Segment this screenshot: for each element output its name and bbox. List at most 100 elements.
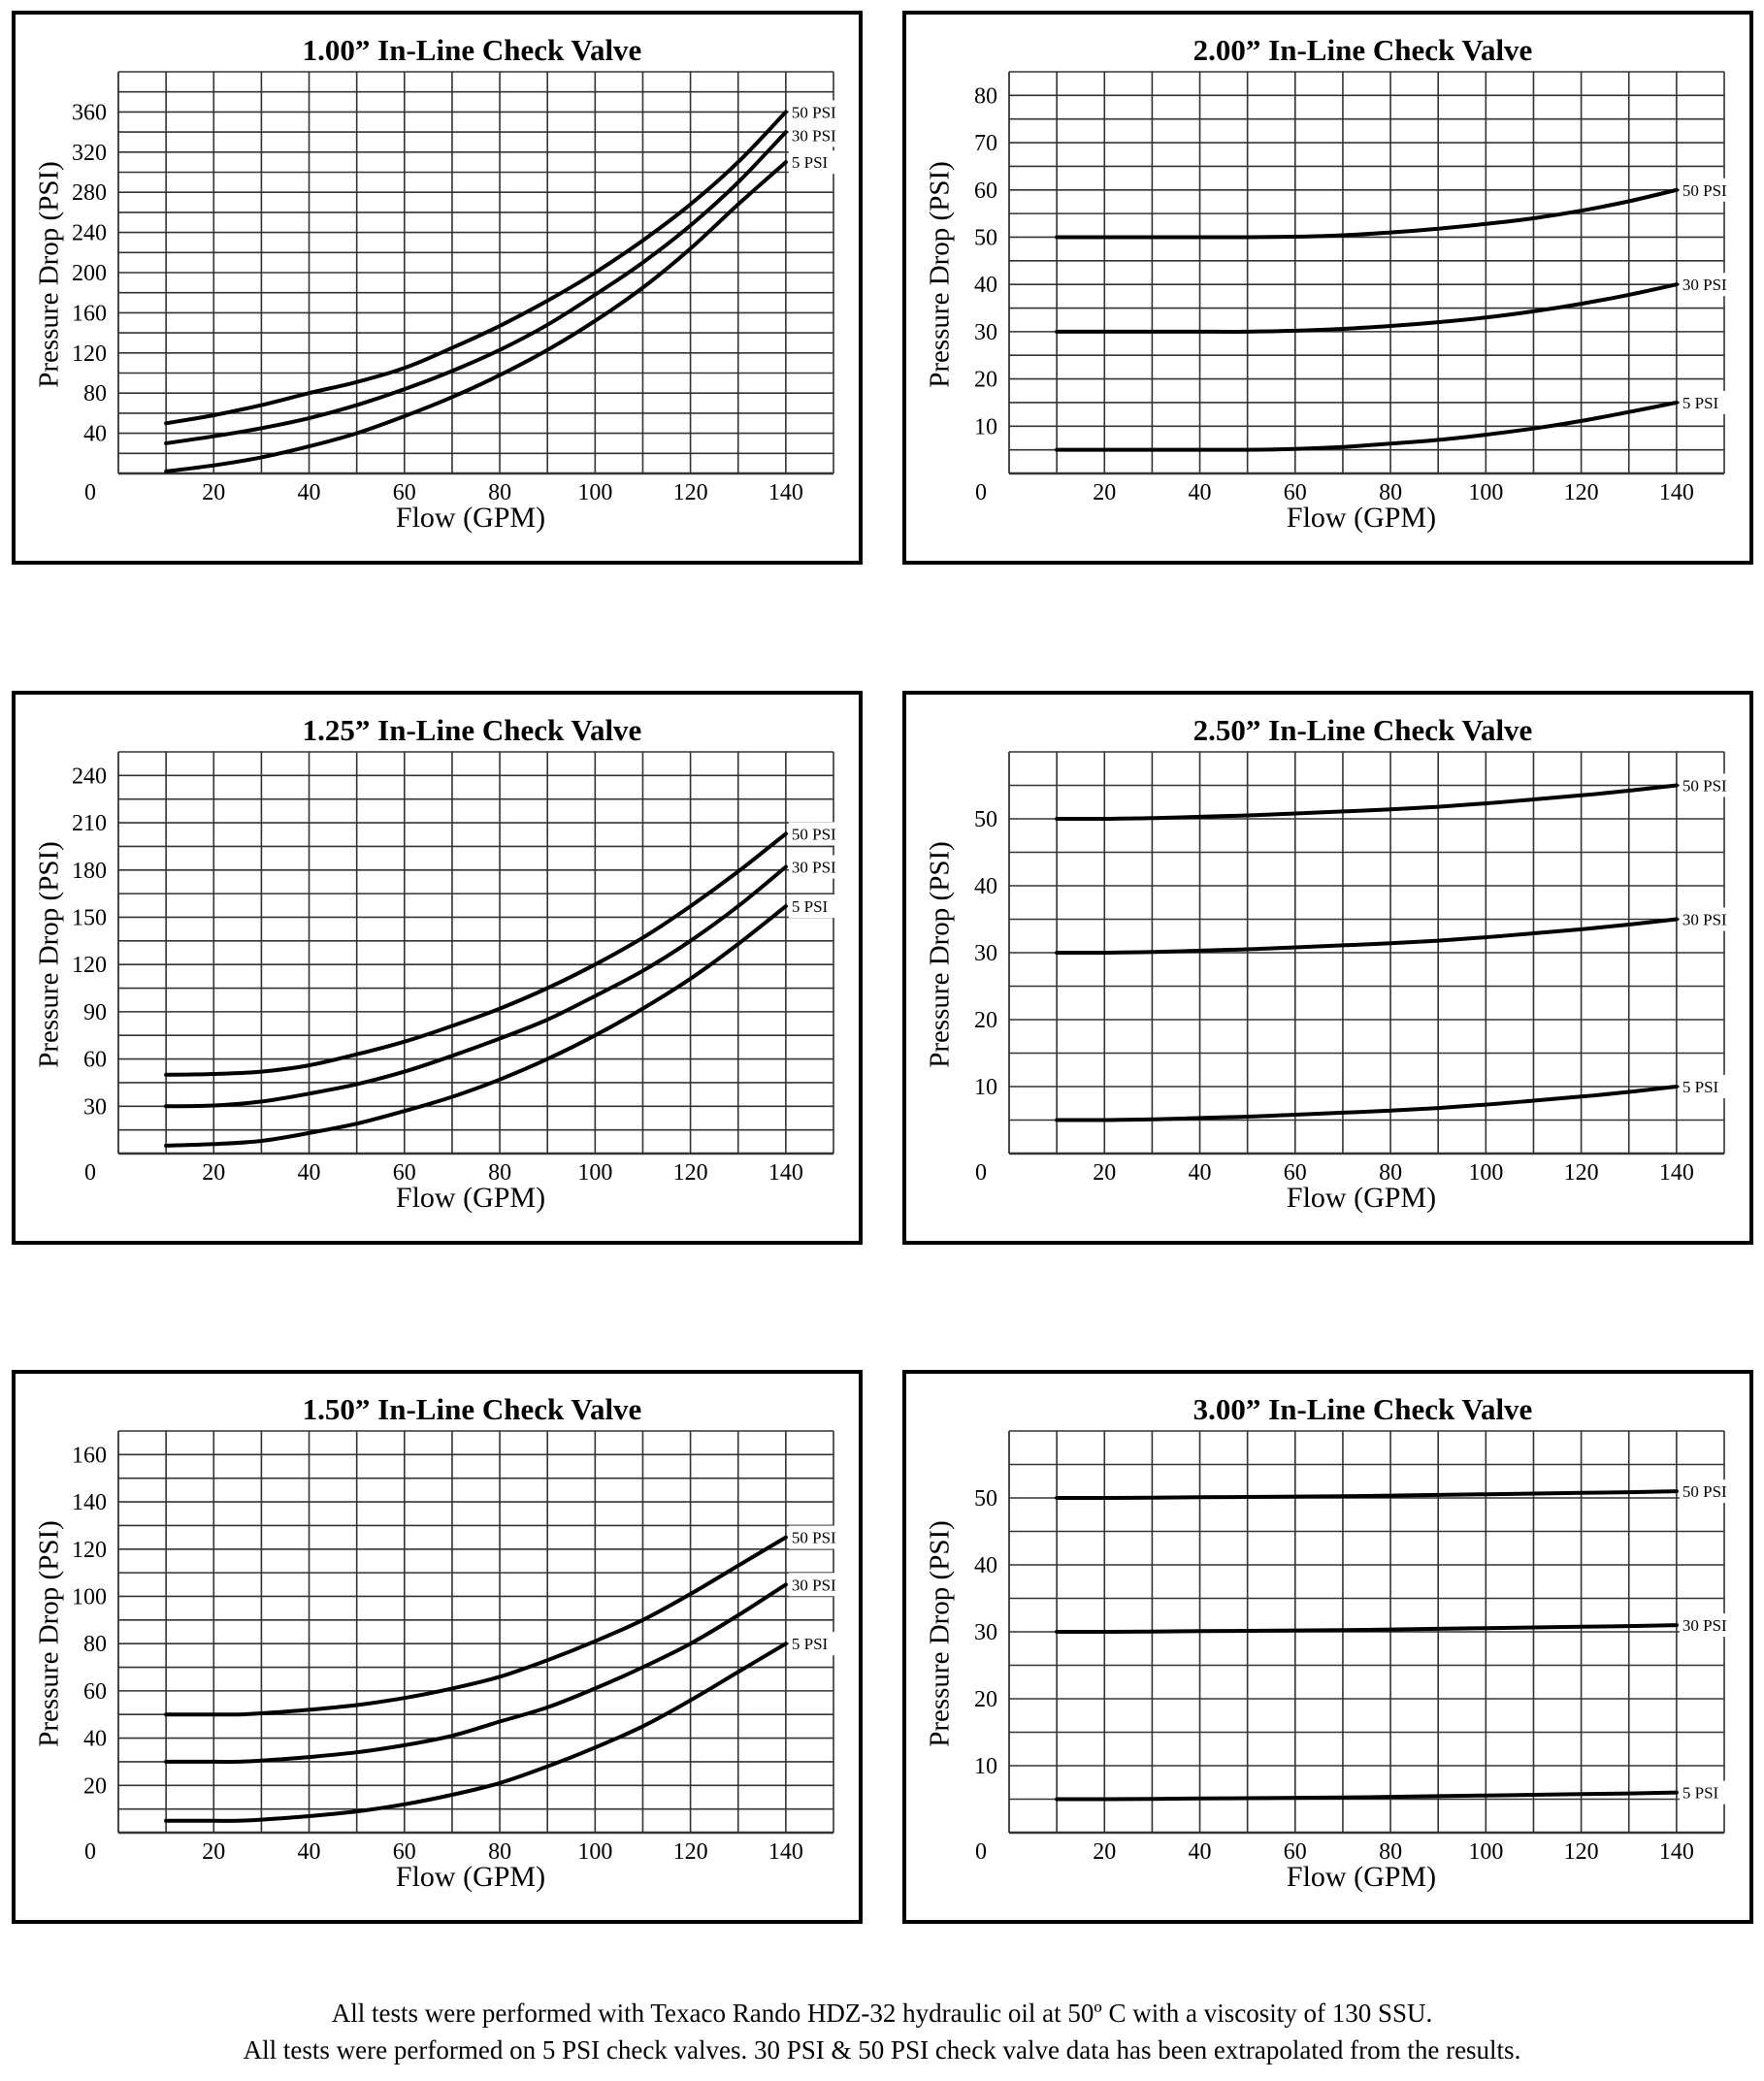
chart-panel: 1.00” In-Line Check Valve Pressure Drop (…	[12, 11, 863, 565]
grid	[118, 751, 834, 1154]
x-tick-label: 120	[673, 1839, 708, 1865]
x-tick-label: 100	[577, 1839, 612, 1865]
x-axis-title: Flow (GPM)	[1287, 1182, 1436, 1214]
x-axis-title: Flow (GPM)	[396, 502, 545, 534]
y-axis-title: Pressure Drop (PSI)	[925, 841, 956, 1068]
panel-frame	[902, 1370, 1753, 1924]
y-tick-label: 240	[72, 764, 107, 789]
y-tick-label: 140	[72, 1490, 107, 1515]
y-tick-label: 120	[72, 341, 107, 367]
series-label: 5 PSI	[792, 153, 829, 172]
chart-panel: 2.00” In-Line Check Valve Pressure Drop (…	[902, 11, 1753, 565]
series-line-30-psi	[164, 130, 788, 445]
series-line-50-psi	[164, 110, 788, 426]
series-label-backing	[788, 150, 847, 175]
x-tick-label: 120	[1564, 480, 1599, 505]
y-tick-label: 10	[974, 1754, 997, 1779]
x-axis-title: Flow (GPM)	[1287, 1861, 1436, 1893]
y-tick-label: 20	[974, 1687, 997, 1712]
x-tick-label: 20	[1093, 1839, 1116, 1865]
x-tick-label: 40	[298, 1839, 321, 1865]
chart-panel: 3.00” In-Line Check Valve Pressure Drop (…	[902, 1370, 1753, 1924]
series-label-backing	[1679, 1075, 1738, 1098]
x-axis-title: Flow (GPM)	[1287, 502, 1436, 534]
chart-panel: 1.50” In-Line Check Valve Pressure Drop (…	[12, 1370, 863, 1924]
y-tick-label: 80	[83, 1632, 107, 1657]
y-tick-label: 80	[83, 381, 107, 406]
series-label: 50 PSI	[1682, 777, 1727, 796]
x-tick-label: 120	[1564, 1160, 1599, 1186]
series-line-50-psi	[1055, 783, 1679, 822]
y-tick-label: 10	[974, 414, 997, 439]
series-label: 30 PSI	[792, 126, 836, 145]
series-label: 5 PSI	[1682, 1784, 1719, 1803]
x-tick-label: 100	[1468, 1839, 1503, 1865]
y-tick-label: 20	[974, 368, 997, 393]
y-tick-label: 100	[72, 1584, 107, 1610]
x-axis-title: Flow (GPM)	[396, 1861, 545, 1893]
x-tick-label: 40	[298, 480, 321, 505]
series-label-backing	[788, 100, 847, 124]
series-label-backing	[788, 894, 847, 919]
footer-note-extrapolation: All tests were performed on 5 PSI check …	[243, 2035, 1521, 2065]
series-line-30-psi	[164, 864, 788, 1109]
series-label: 5 PSI	[792, 1635, 829, 1653]
x-tick-label: 100	[577, 1160, 612, 1186]
y-tick-label: 40	[974, 273, 997, 298]
y-tick-label: 70	[974, 131, 997, 156]
y-tick-label: 280	[72, 180, 107, 206]
series-line-30-psi	[1055, 1623, 1679, 1635]
series-line-5-psi	[164, 160, 788, 473]
series-label: 30 PSI	[1682, 1616, 1727, 1635]
chart-title: 2.50” In-Line Check Valve	[1193, 713, 1533, 747]
y-tick-label: 320	[72, 141, 107, 166]
series-label-backing	[788, 1573, 847, 1597]
x-tick-label: 0	[84, 480, 96, 505]
x-tick-label: 80	[1379, 1160, 1402, 1186]
y-tick-label: 160	[72, 301, 107, 326]
y-tick-label: 50	[974, 225, 997, 250]
chart-panel: 1.25” In-Line Check Valve Pressure Drop (…	[12, 691, 863, 1245]
series-label-backing	[788, 822, 847, 846]
y-tick-label: 30	[83, 1094, 107, 1120]
y-tick-label: 40	[974, 874, 997, 899]
x-tick-label: 80	[1379, 1839, 1402, 1865]
series-line-30-psi	[1055, 917, 1679, 956]
series-line-50-psi	[1055, 1489, 1679, 1501]
series-label-backing	[788, 1525, 847, 1549]
series-label: 50 PSI	[792, 825, 836, 843]
x-tick-label: 60	[1284, 1160, 1307, 1186]
x-tick-label: 20	[1093, 1160, 1116, 1186]
x-tick-label: 80	[488, 480, 511, 505]
series-label: 50 PSI	[792, 1529, 836, 1547]
x-tick-label: 0	[975, 480, 987, 505]
x-tick-label: 40	[1189, 1160, 1212, 1186]
x-tick-label: 20	[202, 480, 225, 505]
y-tick-label: 60	[83, 1679, 107, 1705]
x-tick-label: 20	[202, 1160, 225, 1186]
x-tick-label: 140	[768, 1839, 803, 1865]
series-label-backing	[1679, 773, 1738, 797]
chart-title: 1.00” In-Line Check Valve	[303, 33, 642, 67]
series-line-5-psi	[164, 904, 788, 1148]
x-tick-label: 0	[975, 1839, 987, 1865]
series-line-5-psi	[1055, 400, 1679, 452]
y-tick-label: 240	[72, 221, 107, 246]
series-label-backing	[1679, 178, 1738, 202]
x-tick-label: 0	[84, 1839, 96, 1865]
x-axis-title: Flow (GPM)	[396, 1182, 545, 1214]
y-tick-label: 90	[83, 1000, 107, 1025]
series-label-backing	[1679, 1613, 1738, 1638]
y-tick-label: 210	[72, 811, 107, 836]
y-tick-label: 360	[72, 100, 107, 125]
series-label: 50 PSI	[792, 103, 836, 121]
panel-frame	[902, 11, 1753, 565]
x-tick-label: 40	[1189, 1839, 1212, 1865]
y-tick-label: 60	[974, 179, 997, 204]
series-label-backing	[1679, 1780, 1738, 1805]
chart-title: 3.00” In-Line Check Valve	[1193, 1392, 1533, 1426]
x-tick-label: 120	[673, 1160, 708, 1186]
series-line-5-psi	[164, 1642, 788, 1823]
y-tick-label: 150	[72, 905, 107, 930]
